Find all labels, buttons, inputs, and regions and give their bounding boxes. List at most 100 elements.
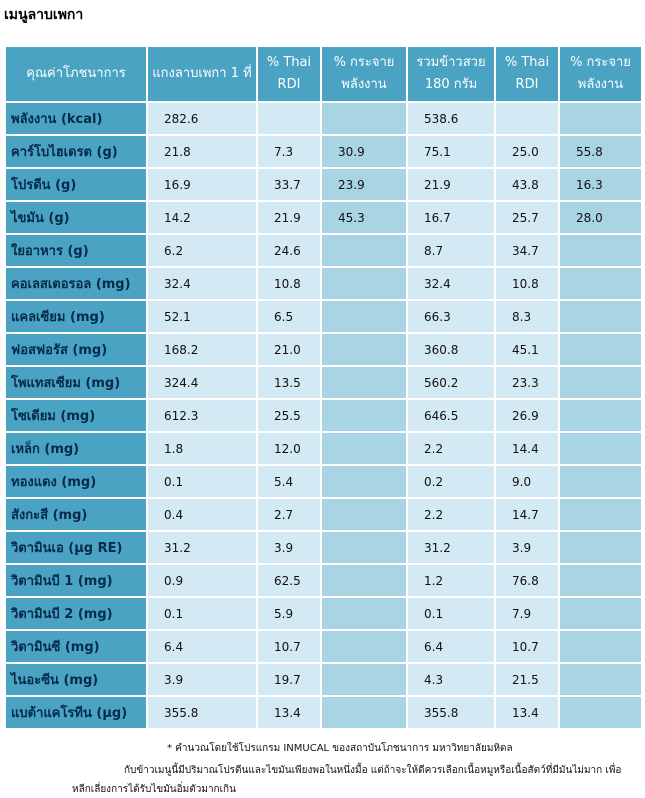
- table-cell: 612.3: [148, 400, 256, 431]
- table-cell: 43.8: [496, 169, 558, 200]
- table-cell: 7.3: [258, 136, 320, 167]
- table-header-row: คุณค่าโภชนาการ แกงลาบเพกา 1 ที่ % Thai R…: [6, 47, 641, 101]
- page-title: เมนูลาบเพกา: [4, 7, 84, 23]
- table-cell: [322, 103, 406, 134]
- table-cell: 6.2: [148, 235, 256, 266]
- table-cell: 12.0: [258, 433, 320, 464]
- nutrient-label: โซเดียม (mg): [6, 400, 146, 431]
- nutrient-label: วิตามินบี 1 (mg): [6, 565, 146, 596]
- table-cell: 5.9: [258, 598, 320, 629]
- table-cell: 32.4: [148, 268, 256, 299]
- table-cell: 26.9: [496, 400, 558, 431]
- table-row: โปรตีน (g) 16.9 33.7 23.9 21.9 43.8 16.3: [6, 169, 641, 200]
- table-cell: [560, 433, 641, 464]
- table-cell: 24.6: [258, 235, 320, 266]
- table-cell: 168.2: [148, 334, 256, 365]
- table-cell: 30.9: [322, 136, 406, 167]
- table-cell: 360.8: [408, 334, 494, 365]
- table-cell: 13.4: [496, 697, 558, 728]
- table-cell: [322, 235, 406, 266]
- table-cell: [322, 367, 406, 398]
- table-cell: 10.7: [496, 631, 558, 662]
- table-row: โซเดียม (mg) 612.3 25.5 646.5 26.9: [6, 400, 641, 431]
- table-row: แบต้าแคโรทีน (µg) 355.8 13.4 355.8 13.4: [6, 697, 641, 728]
- table-cell: 5.4: [258, 466, 320, 497]
- table-cell: [560, 499, 641, 530]
- table-row: ไนอะซีน (mg) 3.9 19.7 4.3 21.5: [6, 664, 641, 695]
- nutrient-label: ทองแดง (mg): [6, 466, 146, 497]
- table-cell: 282.6: [148, 103, 256, 134]
- table-row: แคลเซียม (mg) 52.1 6.5 66.3 8.3: [6, 301, 641, 332]
- table-cell: [560, 631, 641, 662]
- table-cell: [322, 532, 406, 563]
- table-cell: 1.8: [148, 433, 256, 464]
- table-cell: 1.2: [408, 565, 494, 596]
- table-cell: 32.4: [408, 268, 494, 299]
- table-cell: 45.3: [322, 202, 406, 233]
- table-row: เหล็ก (mg) 1.8 12.0 2.2 14.4: [6, 433, 641, 464]
- table-cell: [560, 466, 641, 497]
- table-cell: 10.8: [258, 268, 320, 299]
- table-cell: [322, 334, 406, 365]
- table-cell: [322, 631, 406, 662]
- header-with-rice: รวมข้าวสวย 180 กรัม: [408, 47, 494, 101]
- table-row: ใยอาหาร (g) 6.2 24.6 8.7 34.7: [6, 235, 641, 266]
- table-cell: [322, 301, 406, 332]
- nutrient-label: ไขมัน (g): [6, 202, 146, 233]
- table-cell: 355.8: [408, 697, 494, 728]
- table-row: วิตามินเอ (µg RE) 31.2 3.9 31.2 3.9: [6, 532, 641, 563]
- table-row: คอเลสเตอรอล (mg) 32.4 10.8 32.4 10.8: [6, 268, 641, 299]
- table-cell: 28.0: [560, 202, 641, 233]
- table-row: พลังงาน (kcal) 282.6 538.6: [6, 103, 641, 134]
- table-cell: 538.6: [408, 103, 494, 134]
- table-cell: [322, 400, 406, 431]
- table-cell: 355.8: [148, 697, 256, 728]
- table-cell: 10.8: [496, 268, 558, 299]
- table-cell: 14.4: [496, 433, 558, 464]
- table-cell: [560, 400, 641, 431]
- header-energy-distribution-with-rice: % กระจาย พลังงาน: [560, 47, 641, 101]
- table-cell: [560, 565, 641, 596]
- table-cell: [322, 598, 406, 629]
- table-cell: 45.1: [496, 334, 558, 365]
- table-cell: [322, 499, 406, 530]
- table-row: คาร์โบไฮเดรต (g) 21.8 7.3 30.9 75.1 25.0 55.8: [6, 136, 641, 167]
- nutrient-label: ไนอะซีน (mg): [6, 664, 146, 695]
- table-cell: 25.5: [258, 400, 320, 431]
- table-cell: 23.3: [496, 367, 558, 398]
- table-cell: 0.1: [148, 466, 256, 497]
- table-cell: 31.2: [408, 532, 494, 563]
- table-cell: 3.9: [496, 532, 558, 563]
- table-cell: 21.9: [258, 202, 320, 233]
- header-energy-distribution: % กระจาย พลังงาน: [322, 47, 406, 101]
- table-cell: [322, 466, 406, 497]
- table-cell: 62.5: [258, 565, 320, 596]
- table-cell: 8.7: [408, 235, 494, 266]
- nutrient-label: แบต้าแคโรทีน (µg): [6, 697, 146, 728]
- table-cell: [322, 433, 406, 464]
- table-cell: 13.4: [258, 697, 320, 728]
- table-cell: 10.7: [258, 631, 320, 662]
- table-cell: 25.7: [496, 202, 558, 233]
- table-cell: 21.5: [496, 664, 558, 695]
- nutrient-label: วิตามินซี (mg): [6, 631, 146, 662]
- table-cell: 0.2: [408, 466, 494, 497]
- table-cell: 7.9: [496, 598, 558, 629]
- table-cell: 13.5: [258, 367, 320, 398]
- table-cell: 2.2: [408, 433, 494, 464]
- table-cell: 2.7: [258, 499, 320, 530]
- table-cell: [560, 367, 641, 398]
- table-cell: 560.2: [408, 367, 494, 398]
- table-cell: [560, 301, 641, 332]
- table-row: วิตามินซี (mg) 6.4 10.7 6.4 10.7: [6, 631, 641, 662]
- nutrient-label: คอเลสเตอรอล (mg): [6, 268, 146, 299]
- nutrient-label: แคลเซียม (mg): [6, 301, 146, 332]
- table-cell: [560, 664, 641, 695]
- table-cell: [322, 268, 406, 299]
- table-cell: 0.9: [148, 565, 256, 596]
- table-cell: 3.9: [258, 532, 320, 563]
- table-cell: [560, 103, 641, 134]
- nutrient-label: วิตามินเอ (µg RE): [6, 532, 146, 563]
- table-row: ไขมัน (g) 14.2 21.9 45.3 16.7 25.7 28.0: [6, 202, 641, 233]
- table-cell: [560, 598, 641, 629]
